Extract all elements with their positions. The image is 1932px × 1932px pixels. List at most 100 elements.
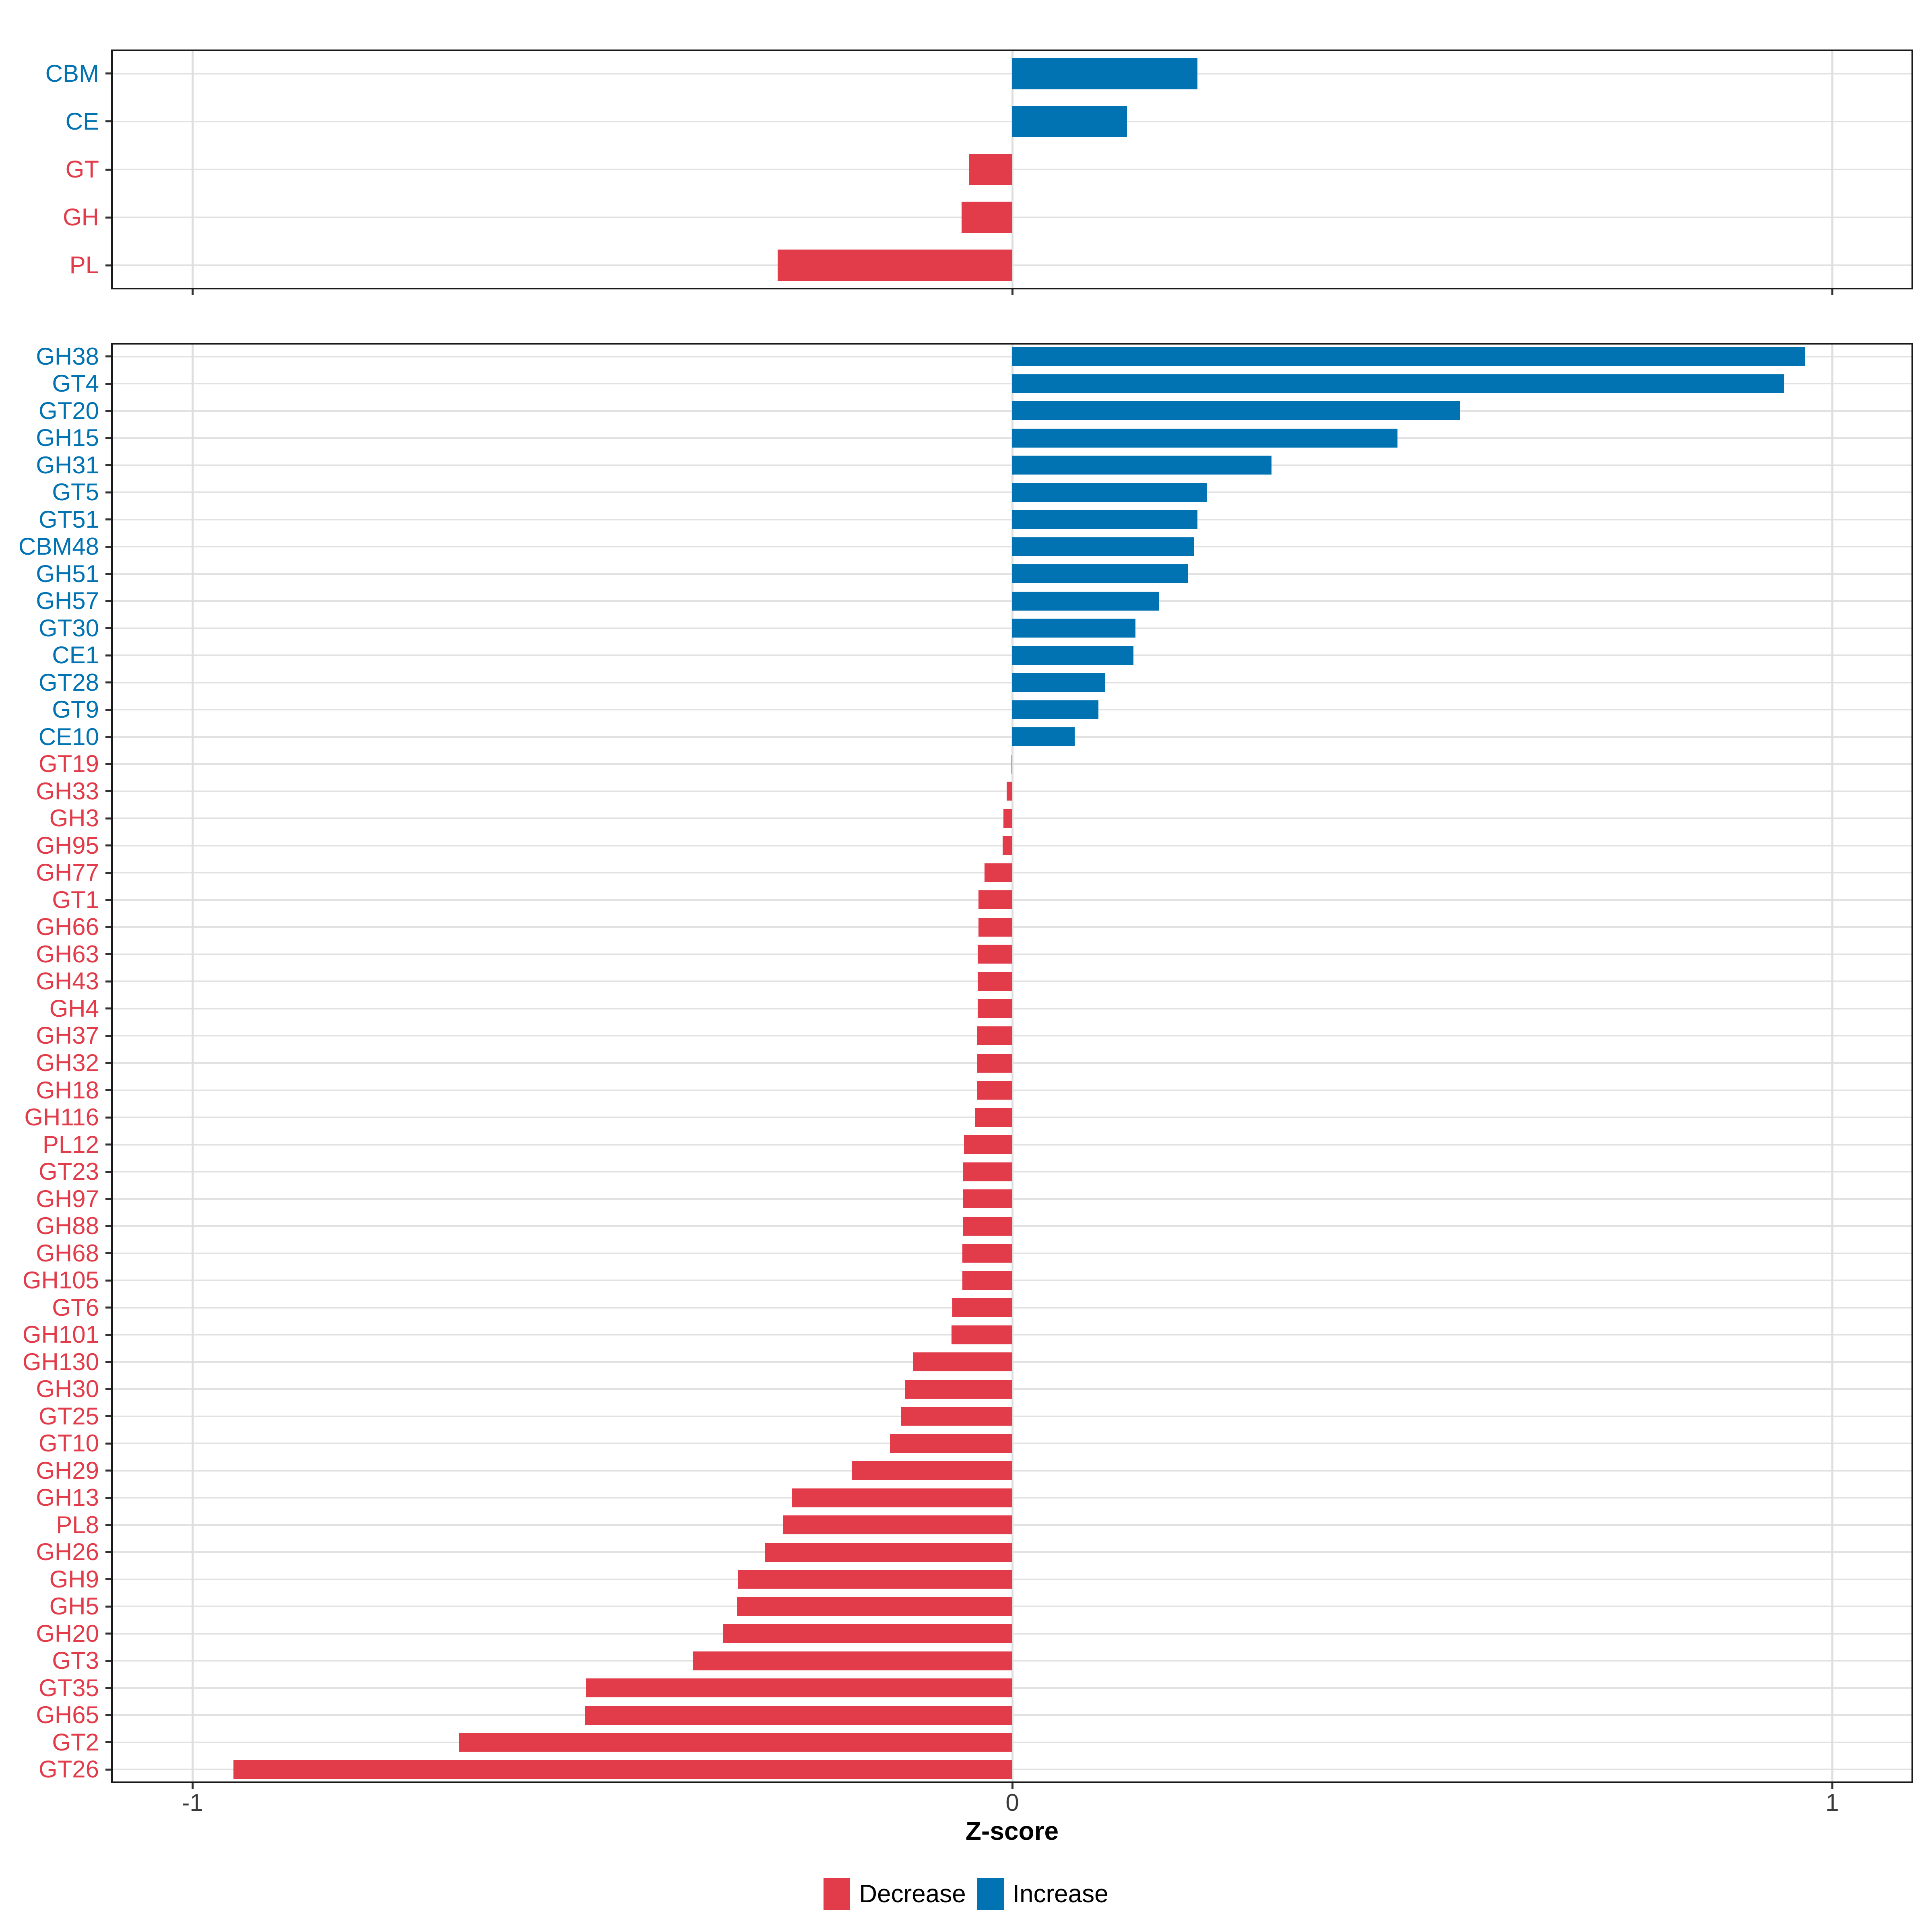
gridline-x [1011, 50, 1013, 289]
y-tick [105, 1714, 111, 1716]
y-tick [105, 600, 111, 602]
bar-GH32 [977, 1053, 1012, 1073]
x-tick [1011, 1783, 1013, 1789]
bar-GH31 [1012, 456, 1271, 475]
bar-GH65 [585, 1705, 1012, 1725]
bar-GH63 [978, 945, 1012, 964]
y-tick [105, 1279, 111, 1282]
ylabel-GH31: GH31 [36, 451, 99, 479]
y-tick [105, 1062, 111, 1064]
bar-GH57 [1012, 591, 1159, 611]
bar-GH38 [1012, 347, 1805, 366]
ylabel-GT19: GT19 [38, 750, 99, 778]
y-tick [105, 120, 111, 123]
y-tick [105, 72, 111, 75]
y-tick [105, 1551, 111, 1553]
bar-GH4 [978, 999, 1012, 1018]
ylabel-GH97: GH97 [36, 1185, 99, 1212]
bar-GH116 [975, 1108, 1012, 1127]
y-tick [105, 1741, 111, 1744]
ylabel-GT10: GT10 [38, 1430, 99, 1457]
y-tick [105, 953, 111, 956]
ylabel-GT35: GT35 [38, 1674, 99, 1701]
y-tick [105, 1388, 111, 1390]
ylabel-CE: CE [65, 107, 99, 135]
bar-GT23 [963, 1162, 1012, 1181]
y-tick [105, 410, 111, 412]
ylabel-GT5: GT5 [52, 479, 99, 506]
y-tick [105, 1252, 111, 1255]
ylabel-GH105: GH105 [22, 1267, 99, 1294]
bar-GH130 [913, 1352, 1012, 1372]
ylabel-GT9: GT9 [52, 696, 99, 723]
y-tick [105, 382, 111, 385]
ylabel-GH57: GH57 [36, 587, 99, 615]
bar-GT35 [586, 1678, 1012, 1698]
legend-key-increase: Increase [977, 1878, 1108, 1910]
y-tick [105, 1333, 111, 1336]
x-tick-label: -1 [182, 1789, 203, 1816]
y-tick [105, 168, 111, 171]
bar-GH51 [1012, 564, 1188, 584]
bar-CBM [1012, 58, 1198, 89]
y-tick [105, 1198, 111, 1200]
bar-GH101 [952, 1325, 1012, 1344]
bar-PL [778, 250, 1012, 281]
y-tick [105, 1034, 111, 1037]
ylabel-GH15: GH15 [36, 424, 99, 452]
y-tick [105, 1415, 111, 1418]
ylabel-GT1: GT1 [52, 886, 99, 913]
ylabel-GH9: GH9 [49, 1565, 99, 1593]
ylabel-GT2: GT2 [52, 1728, 99, 1756]
bar-GH13 [792, 1488, 1012, 1507]
y-tick [105, 899, 111, 901]
bar-CE10 [1012, 727, 1075, 747]
ylabel-GH65: GH65 [36, 1701, 99, 1729]
y-tick [105, 708, 111, 711]
ylabel-GH63: GH63 [36, 940, 99, 968]
bar-CBM48 [1012, 537, 1195, 556]
ylabel-GT3: GT3 [52, 1647, 99, 1674]
bar-GT6 [952, 1298, 1012, 1317]
bar-GH33 [1006, 782, 1012, 801]
y-tick [105, 1660, 111, 1662]
bar-GT26 [233, 1760, 1012, 1779]
ylabel-GH20: GH20 [36, 1620, 99, 1647]
y-tick [105, 1768, 111, 1771]
ylabel-GH38: GH38 [36, 343, 99, 370]
gridline-x [1011, 343, 1013, 1783]
gridline-x [192, 343, 194, 1783]
ylabel-GH88: GH88 [36, 1212, 99, 1240]
y-tick [105, 1116, 111, 1119]
y-tick [105, 817, 111, 819]
legend-key-decrease: Decrease [824, 1878, 966, 1910]
bar-GH97 [963, 1189, 1012, 1209]
bar-GH20 [722, 1624, 1012, 1643]
ylabel-GT26: GT26 [38, 1756, 99, 1783]
legend-label-decrease: Decrease [859, 1880, 966, 1908]
bar-GT9 [1012, 700, 1098, 719]
ylabel-GH30: GH30 [36, 1375, 99, 1403]
y-tick [105, 1687, 111, 1689]
ylabel-GH43: GH43 [36, 968, 99, 995]
bar-GH30 [905, 1379, 1012, 1399]
bar-GT2 [459, 1733, 1012, 1752]
ylabel-GH3: GH3 [49, 805, 99, 832]
ylabel-GT20: GT20 [38, 397, 99, 424]
gridline-x [1831, 50, 1833, 289]
ylabel-GH37: GH37 [36, 1022, 99, 1049]
bar-CE [1012, 105, 1127, 137]
y-tick [105, 491, 111, 493]
y-tick [105, 1524, 111, 1526]
ylabel-GT25: GT25 [38, 1402, 99, 1430]
bar-GT [969, 154, 1012, 185]
ylabel-GH: GH [63, 204, 99, 231]
bar-GH68 [962, 1244, 1012, 1263]
x-tick-label: 0 [1005, 1789, 1019, 1816]
y-tick [105, 464, 111, 466]
bar-GT5 [1012, 483, 1207, 502]
ylabel-GH29: GH29 [36, 1457, 99, 1484]
ylabel-GH130: GH130 [22, 1348, 99, 1375]
bar-GT25 [900, 1407, 1012, 1426]
y-tick [105, 1225, 111, 1227]
